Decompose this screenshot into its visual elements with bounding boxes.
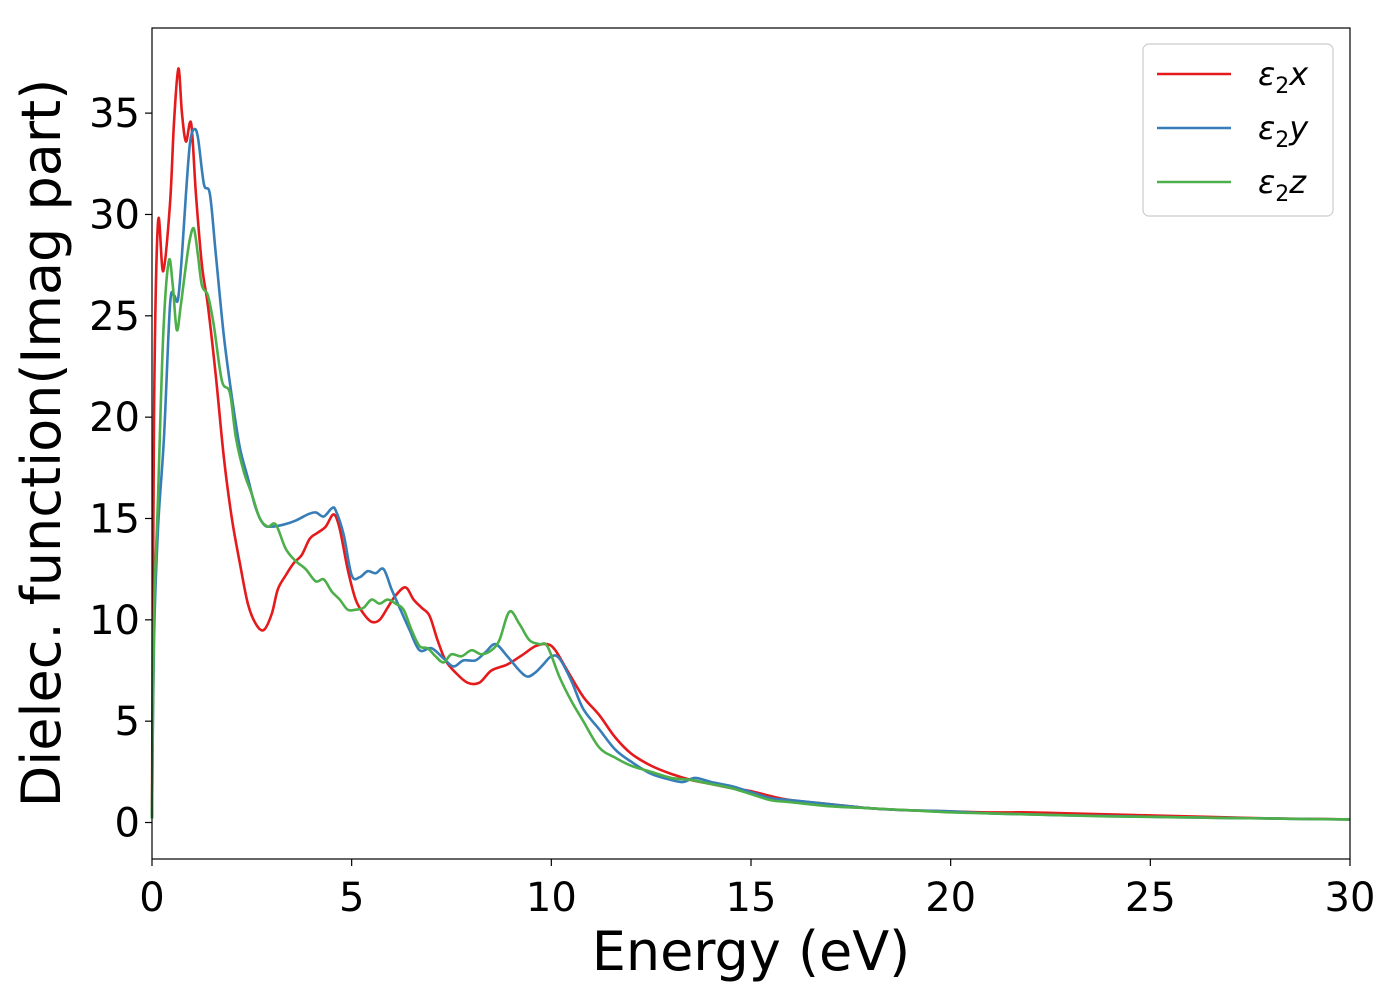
y-tick-label: 10 — [89, 598, 140, 644]
y-tick-label: 30 — [89, 192, 140, 238]
x-tick-label: 25 — [1125, 875, 1176, 921]
x-axis-title: Energy (eV) — [592, 920, 911, 983]
y-tick-label: 15 — [89, 496, 140, 542]
legend-label: ε2y — [1258, 109, 1309, 153]
series-layer — [150, 67, 1351, 821]
legend-box — [1142, 43, 1334, 217]
y-tick-label: 20 — [89, 395, 140, 441]
x-tick-label: 10 — [526, 875, 577, 921]
y-tick-label: 25 — [89, 294, 140, 340]
x-tick-label: 20 — [925, 875, 976, 921]
y-tick-label: 0 — [115, 801, 140, 847]
x-tick-label: 30 — [1325, 875, 1376, 921]
legend-label: ε2x — [1258, 55, 1309, 99]
series-line-y — [150, 127, 1351, 821]
y-axis-title: Dielec. function(Imag part) — [10, 79, 73, 808]
x-tick-label: 5 — [339, 875, 364, 921]
legend-label: ε2z — [1258, 163, 1307, 207]
x-tick-label: 15 — [726, 875, 777, 921]
y-tick-label: 35 — [89, 91, 140, 137]
y-tick-label: 5 — [115, 699, 140, 745]
y-axis: 0 5 10 15 20 25 30 35 — [89, 91, 152, 847]
x-axis: 0 5 10 15 20 25 30 — [139, 859, 1375, 921]
legend: ε2x ε2y ε2z — [1142, 43, 1334, 217]
x-tick-label: 0 — [139, 875, 164, 921]
series-line-z — [150, 226, 1351, 821]
